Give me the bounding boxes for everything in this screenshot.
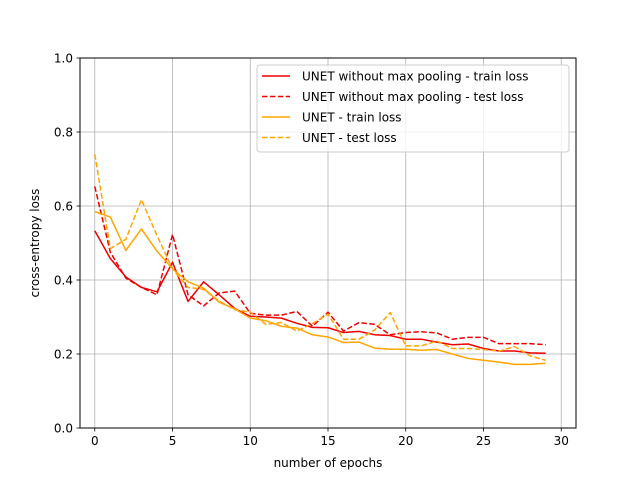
x-tick-label: 20 [398,434,413,448]
series-line-2 [94,186,546,346]
y-tick-label: 0.8 [54,126,73,140]
y-tick-label: 1.0 [54,52,73,66]
x-tick-label: 25 [476,434,491,448]
y-tick-label: 0.6 [54,200,73,214]
y-tick-label: 0.4 [54,274,73,288]
x-tick-label: 30 [554,434,569,448]
legend-box [256,64,570,153]
x-tick-label: 5 [169,434,177,448]
y-axis-ticks: 0.0 0.2 0.4 0.6 0.8 1.0 [54,52,80,436]
series-lines [94,154,546,366]
legend-label: UNET - train loss [302,111,402,125]
legend-label: UNET without max pooling - train loss [302,70,528,84]
x-tick-label: 15 [320,434,335,448]
x-tick-label: 10 [243,434,258,448]
y-tick-label: 0.0 [54,422,73,436]
series-line-1 [94,230,546,355]
x-tick-label: 0 [91,434,99,448]
x-axis-label: number of epochs [274,456,383,470]
legend-label: UNET without max pooling - test loss [302,90,524,104]
y-tick-label: 0.2 [54,348,73,362]
y-axis-label: cross-entropy loss [28,189,42,298]
legend: UNET without max pooling - train loss UNE… [256,64,570,153]
series-line-4 [94,154,546,362]
series-line-3 [94,210,546,366]
x-axis-ticks: 0 5 10 15 20 25 30 [91,428,569,448]
legend-label: UNET - test loss [302,131,397,145]
